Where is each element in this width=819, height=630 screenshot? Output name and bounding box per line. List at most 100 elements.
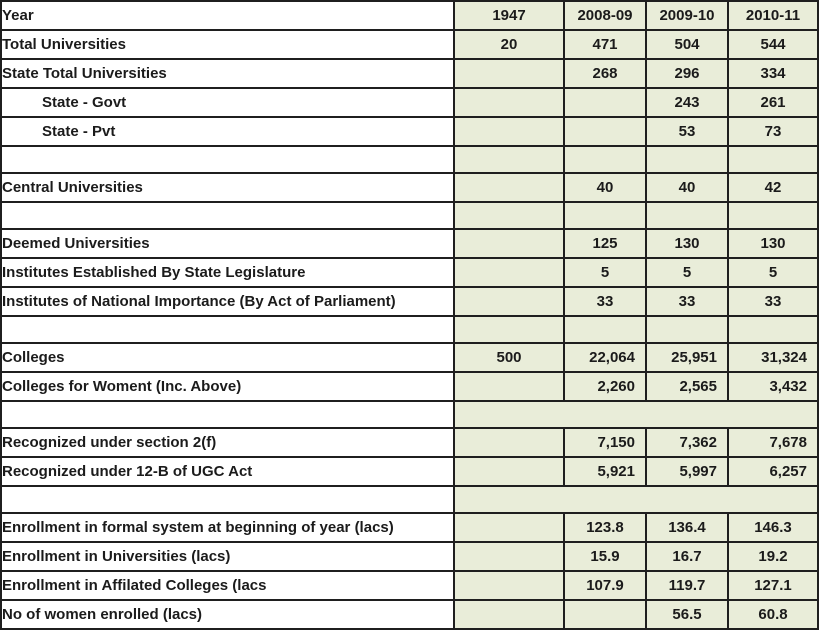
cell-value: 125 <box>563 228 647 259</box>
cell-value <box>563 87 647 118</box>
table-row: Institutes of National Importance (By Ac… <box>0 286 819 317</box>
cell-value: 500 <box>453 342 565 373</box>
cell-value: 53 <box>645 116 729 147</box>
cell-value: 123.8 <box>563 512 647 543</box>
cell-label: Colleges for Woment (Inc. Above) <box>0 371 455 402</box>
table-blank-row <box>0 315 819 344</box>
cell-value <box>453 570 565 601</box>
cell-value: 3,432 <box>727 371 819 402</box>
cell-label: Institutes of National Importance (By Ac… <box>0 286 455 317</box>
table-row: Enrollment in Universities (lacs) 15.9 16.… <box>0 541 819 572</box>
cell-value <box>453 599 565 630</box>
cell-value: 33 <box>645 286 729 317</box>
cell-label: Recognized under section 2(f) <box>0 427 455 458</box>
table-row: Recognized under section 2(f) 7,150 7,362 7… <box>0 427 819 458</box>
cell-value-empty <box>645 315 729 344</box>
cell-value <box>453 87 565 118</box>
table-row: Total Universities 20 471 504 544 <box>0 29 819 60</box>
table-row: State - Pvt 53 73 <box>0 116 819 147</box>
cell-label: Recognized under 12-B of UGC Act <box>0 456 455 487</box>
cell-label: Enrollment in formal system at beginning… <box>0 512 455 543</box>
table-row: No of women enrolled (lacs) 56.5 60.8 <box>0 599 819 630</box>
cell-value: 25,951 <box>645 342 729 373</box>
table-blank-row <box>0 145 819 174</box>
cell-year-2009-10: 2009-10 <box>645 0 729 31</box>
table-row: Colleges for Woment (Inc. Above) 2,260 2,5… <box>0 371 819 402</box>
cell-value-empty <box>727 201 819 230</box>
cell-value <box>453 116 565 147</box>
table-row: Institutes Established By State Legislat… <box>0 257 819 288</box>
cell-value-empty <box>453 315 565 344</box>
cell-value: 60.8 <box>727 599 819 630</box>
cell-label-empty <box>0 315 455 344</box>
cell-value: 15.9 <box>563 541 647 572</box>
cell-value: 146.3 <box>727 512 819 543</box>
cell-value-empty <box>563 201 647 230</box>
cell-label: State - Pvt <box>0 116 455 147</box>
cell-value: 33 <box>563 286 647 317</box>
table-header-row: Year 1947 2008-09 2009-10 2010-11 <box>0 0 819 31</box>
cell-value-empty <box>563 315 647 344</box>
table-row: Central Universities 40 40 42 <box>0 172 819 203</box>
cell-value: 5,997 <box>645 456 729 487</box>
cell-value <box>563 116 647 147</box>
cell-label-empty <box>0 201 455 230</box>
cell-value: 296 <box>645 58 729 89</box>
table-row: Enrollment in Affilated Colleges (lacs 10… <box>0 570 819 601</box>
table-blank-row <box>0 201 819 230</box>
cell-year-1947: 1947 <box>453 0 565 31</box>
cell-value: 268 <box>563 58 647 89</box>
cell-value: 31,324 <box>727 342 819 373</box>
cell-label: Total Universities <box>0 29 455 60</box>
separator-band <box>453 400 819 429</box>
cell-value-empty <box>727 315 819 344</box>
cell-year-2010-11: 2010-11 <box>727 0 819 31</box>
cell-label-empty <box>0 400 454 429</box>
cell-value <box>563 599 647 630</box>
cell-value: 40 <box>645 172 729 203</box>
cell-value <box>453 371 565 402</box>
cell-value: 2,260 <box>563 371 647 402</box>
cell-value <box>453 456 565 487</box>
cell-value: 119.7 <box>645 570 729 601</box>
cell-value: 7,362 <box>645 427 729 458</box>
cell-value-empty <box>563 145 647 174</box>
cell-value: 56.5 <box>645 599 729 630</box>
cell-label: Enrollment in Universities (lacs) <box>0 541 455 572</box>
cell-value: 504 <box>645 29 729 60</box>
cell-value: 334 <box>727 58 819 89</box>
cell-label: Central Universities <box>0 172 455 203</box>
cell-value: 243 <box>645 87 729 118</box>
cell-value: 6,257 <box>727 456 819 487</box>
cell-value: 2,565 <box>645 371 729 402</box>
cell-year-2008-09: 2008-09 <box>563 0 647 31</box>
cell-value: 16.7 <box>645 541 729 572</box>
cell-value <box>453 257 565 288</box>
cell-value-empty <box>453 201 565 230</box>
table-row: Colleges 500 22,064 25,951 31,324 <box>0 342 819 373</box>
cell-value <box>453 58 565 89</box>
cell-value: 22,064 <box>563 342 647 373</box>
cell-value: 130 <box>727 228 819 259</box>
cell-value: 20 <box>453 29 565 60</box>
cell-label: State Total Universities <box>0 58 455 89</box>
cell-value: 40 <box>563 172 647 203</box>
cell-value-empty <box>645 145 729 174</box>
table-row: Enrollment in formal system at beginning… <box>0 512 819 543</box>
cell-label-empty <box>0 145 455 174</box>
cell-value: 5 <box>727 257 819 288</box>
cell-value <box>453 541 565 572</box>
cell-label: No of women enrolled (lacs) <box>0 599 455 630</box>
table-separator-band-row <box>0 400 819 429</box>
cell-label: Enrollment in Affilated Colleges (lacs <box>0 570 455 601</box>
cell-value: 42 <box>727 172 819 203</box>
cell-value: 261 <box>727 87 819 118</box>
table-row: State - Govt 243 261 <box>0 87 819 118</box>
cell-label: Institutes Established By State Legislat… <box>0 257 455 288</box>
table-row: Recognized under 12-B of UGC Act 5,921 5,9… <box>0 456 819 487</box>
cell-value: 33 <box>727 286 819 317</box>
cell-value <box>453 427 565 458</box>
